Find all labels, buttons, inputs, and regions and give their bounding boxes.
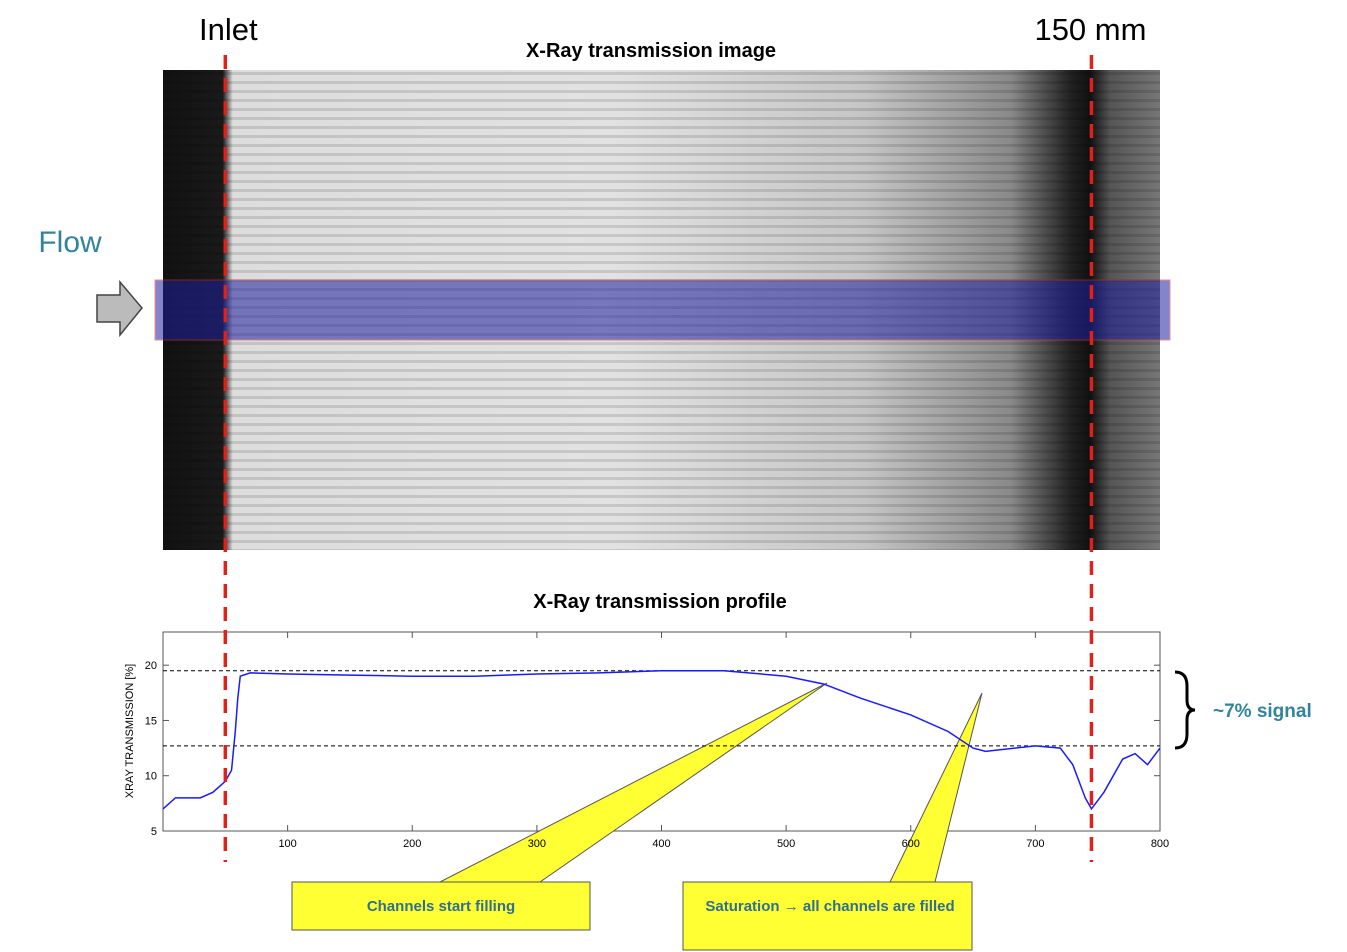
signal-label: ~7% signal bbox=[1213, 701, 1312, 722]
x-tick-label: 700 bbox=[1026, 838, 1044, 850]
marker-label: 150 mm bbox=[1034, 12, 1146, 47]
image-title: X-Ray transmission image bbox=[526, 40, 776, 62]
x-tick-label: 100 bbox=[278, 838, 296, 850]
y-tick-label: 15 bbox=[145, 715, 157, 727]
chart: X-Ray transmission image Flow X-Ray tran… bbox=[0, 0, 1347, 952]
y-axis-label: XRAY TRANSMISSION [%] bbox=[124, 664, 136, 798]
brace bbox=[1175, 672, 1195, 748]
page: X-Ray transmission image Flow X-Ray tran… bbox=[0, 0, 1347, 952]
marker-label: Inlet bbox=[199, 12, 258, 47]
y-tick-label: 20 bbox=[145, 660, 157, 672]
flow-label: Flow bbox=[38, 226, 102, 259]
x-tick-label: 600 bbox=[902, 838, 920, 850]
chart-title: X-Ray transmission profile bbox=[533, 591, 786, 613]
x-tick-label: 400 bbox=[652, 838, 670, 850]
xray-image bbox=[155, 70, 1170, 550]
x-tick-label: 800 bbox=[1151, 838, 1169, 850]
x-tick-label: 500 bbox=[777, 838, 795, 850]
x-tick-label: 200 bbox=[403, 838, 421, 850]
plot-frame bbox=[163, 632, 1160, 831]
x-tick-label: 300 bbox=[528, 838, 546, 850]
y-tick-label: 10 bbox=[145, 771, 157, 783]
callout-saturation-text: Saturation → all channels are filled bbox=[695, 898, 965, 915]
callout-start-text: Channels start filling bbox=[292, 898, 590, 915]
flow-arrow bbox=[97, 282, 142, 335]
y-tick-label: 5 bbox=[151, 826, 157, 838]
